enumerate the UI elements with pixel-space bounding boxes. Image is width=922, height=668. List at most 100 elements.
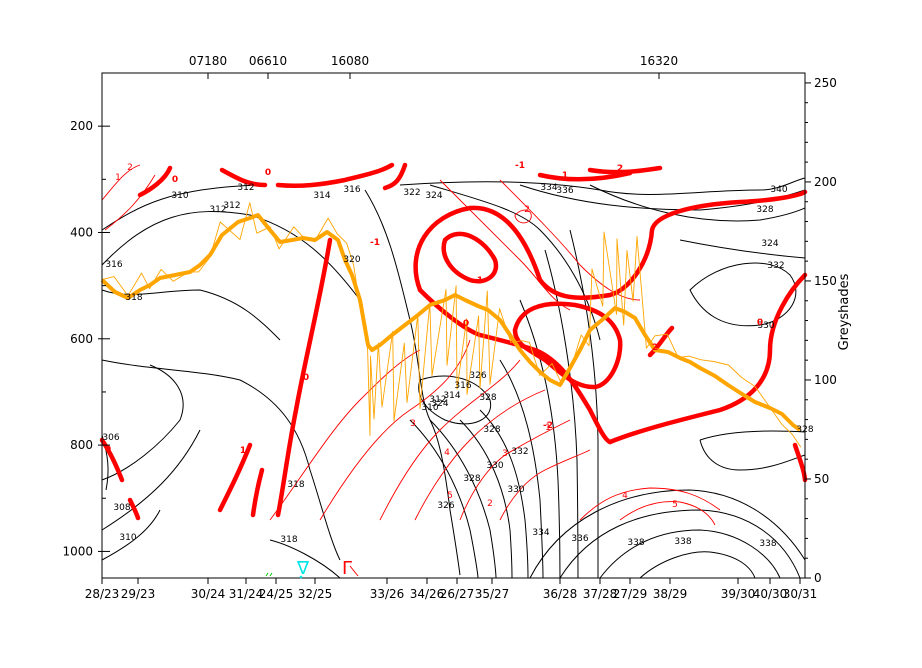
- bottom-label: 27/29: [613, 587, 648, 601]
- black-contour: [559, 509, 801, 579]
- top-label: 16080: [331, 54, 369, 68]
- red-thick-label: -1: [370, 238, 380, 248]
- black-contour-label: 328: [479, 393, 496, 403]
- nabla-symbol: ∇: [296, 558, 310, 579]
- red-thin-contour: [101, 164, 141, 201]
- black-contour-label: 312: [237, 183, 254, 193]
- red-thick-label: 0: [105, 445, 111, 455]
- frame: [101, 72, 806, 579]
- orange-lines: [100, 202, 802, 448]
- red-thick-contour: [413, 189, 808, 301]
- black-contour: [399, 177, 806, 195]
- right-tick-label: 250: [814, 76, 837, 90]
- right-tick-label: 200: [814, 175, 837, 189]
- red-thin-label: 5: [447, 491, 453, 501]
- left-tick-label: 200: [70, 119, 93, 133]
- black-contour-label: 328: [756, 205, 773, 215]
- red-thick-label: 2: [617, 164, 623, 174]
- red-thin-contour: [269, 349, 421, 521]
- black-contour: [479, 409, 529, 579]
- top-label: 07180: [189, 54, 227, 68]
- red-thick-label: 0: [303, 373, 309, 383]
- bottom-label: 28/23: [85, 587, 120, 601]
- red-thick-label: 0: [172, 175, 178, 185]
- black-contour-label: 338: [759, 539, 776, 549]
- cyan-dot-icon: [299, 575, 303, 579]
- red-thin-contour: [414, 389, 546, 521]
- black-contour-label: 326: [469, 371, 486, 381]
- black-contour-label: 308: [113, 503, 130, 513]
- green-marks-icon: [265, 572, 273, 577]
- bottom-label: 34/26: [410, 587, 445, 601]
- red-thin-contour: [104, 174, 156, 231]
- black-contour-label: 312: [209, 205, 226, 215]
- black-contour-label: 312: [429, 395, 446, 405]
- bottom-label: 35/27: [475, 587, 510, 601]
- black-contour-label: 328: [463, 474, 480, 484]
- black-contour-label: 318: [287, 480, 304, 490]
- black-contour-label: 310: [171, 191, 188, 201]
- bottom-label: 36/28: [543, 587, 578, 601]
- black-contour-label: 326: [437, 501, 454, 511]
- red-thick-contour: [417, 287, 613, 445]
- bottom-label: 24/25: [259, 587, 294, 601]
- left-tick-label: 600: [70, 332, 93, 346]
- red-thick-contour: [792, 442, 808, 483]
- red-thin-contour: [459, 419, 571, 521]
- black-contour: [499, 359, 544, 579]
- black-contour-label: 324: [431, 399, 448, 409]
- black-contour-label: 328: [483, 425, 500, 435]
- red-thick-label: 1: [477, 276, 483, 286]
- red-thin-label: 2: [127, 163, 133, 173]
- red-thick-contour: [137, 165, 173, 198]
- black-contour-label: 332: [767, 261, 784, 271]
- black-contour: [599, 529, 781, 579]
- red-thin-contour: [579, 487, 721, 521]
- gamma-symbol: Γ: [342, 558, 352, 579]
- black-contour-label: 316: [343, 185, 360, 195]
- black-contour-label: 306: [102, 433, 119, 443]
- bottom-label: 37/28: [583, 587, 618, 601]
- red-thin-contour: [514, 209, 532, 224]
- red-thick-contour: [250, 467, 265, 518]
- black-contour-label: 322: [403, 188, 420, 198]
- red-thick-contour: [99, 437, 125, 483]
- red-thick-contour: [219, 167, 268, 188]
- black-contour-label: 314: [313, 191, 330, 201]
- red-thin-label: 3: [502, 449, 508, 459]
- bottom-label: 38/29: [653, 587, 688, 601]
- black-contour: [101, 211, 361, 301]
- orange-thin-line: [102, 202, 802, 448]
- black-contour: [429, 184, 601, 341]
- black-contour: [459, 419, 513, 579]
- top-label: 16320: [640, 54, 678, 68]
- black-contour: [429, 419, 497, 579]
- red-thick-contours: [99, 162, 808, 521]
- red-thick-contour: [537, 170, 633, 182]
- top-label: 06610: [249, 54, 287, 68]
- bottom-label: 29/23: [121, 587, 156, 601]
- black-contour-label: 338: [674, 537, 691, 547]
- red-thin-contour: [499, 449, 591, 521]
- left-tick-label: 1000: [62, 544, 93, 558]
- black-contour-label: 330: [757, 321, 774, 331]
- black-contour-label: 318: [125, 293, 142, 303]
- red-thin-label: 4: [622, 491, 628, 501]
- red-thin-contour: [439, 179, 571, 311]
- bottom-label: 30/24: [191, 587, 226, 601]
- bottom-label: 33/26: [370, 587, 405, 601]
- orange-thick-line: [100, 213, 802, 432]
- black-contour: [519, 299, 561, 579]
- left-tick-label: 800: [70, 438, 93, 452]
- red-thick-label: 0: [265, 168, 271, 178]
- black-contour-label: 340: [770, 185, 787, 195]
- red-thick-contour: [587, 165, 663, 175]
- black-contour-label: 310: [119, 533, 136, 543]
- red-thick-label: 1: [562, 171, 568, 181]
- contour-labels: 3063083103103123123123143163163183183183…: [102, 161, 813, 549]
- red-thick-label: 0: [463, 319, 469, 329]
- red-thin-label: 2: [487, 499, 493, 509]
- right-axis-label: Greyshades: [837, 273, 852, 350]
- bottom-label: 26/27: [440, 587, 475, 601]
